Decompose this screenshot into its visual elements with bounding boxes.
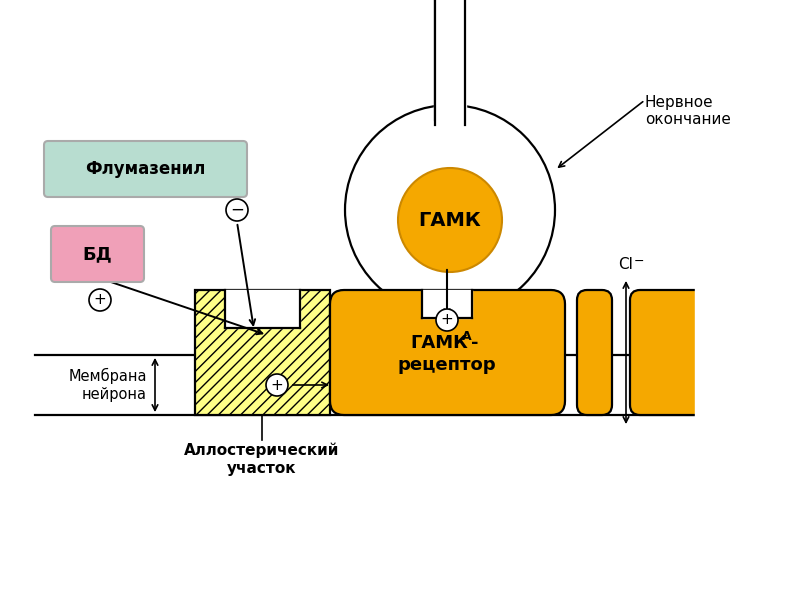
Text: ГАМК: ГАМК (418, 211, 482, 229)
Text: Нервное
окончание: Нервное окончание (645, 95, 731, 127)
Circle shape (398, 168, 502, 272)
FancyBboxPatch shape (51, 226, 144, 282)
FancyBboxPatch shape (330, 290, 565, 415)
Bar (195, 290, 330, 415)
Circle shape (226, 199, 248, 221)
Text: Аллостерический
участок: Аллостерический участок (184, 443, 340, 476)
Text: -: - (471, 334, 478, 352)
Text: +: + (441, 313, 454, 328)
Circle shape (436, 309, 458, 331)
Text: рецептор: рецептор (398, 355, 496, 373)
Polygon shape (435, 0, 465, 120)
Text: ГАМК: ГАМК (410, 334, 468, 352)
Text: +: + (94, 292, 106, 307)
Polygon shape (422, 290, 472, 318)
Text: Cl: Cl (618, 257, 634, 272)
Polygon shape (35, 355, 760, 415)
Polygon shape (434, 0, 466, 210)
Text: Мембрана
нейрона: Мембрана нейрона (69, 368, 147, 402)
Ellipse shape (345, 105, 555, 315)
Text: +: + (270, 377, 283, 392)
Text: А: А (462, 330, 472, 343)
Circle shape (266, 374, 288, 396)
Polygon shape (225, 290, 300, 328)
FancyBboxPatch shape (630, 290, 720, 415)
Text: БД: БД (82, 245, 112, 263)
Text: −: − (634, 255, 644, 268)
FancyBboxPatch shape (577, 290, 612, 415)
Circle shape (89, 289, 111, 311)
Text: Флумазенил: Флумазенил (85, 160, 205, 178)
Text: −: − (230, 201, 244, 219)
FancyBboxPatch shape (44, 141, 247, 197)
Polygon shape (695, 285, 800, 420)
